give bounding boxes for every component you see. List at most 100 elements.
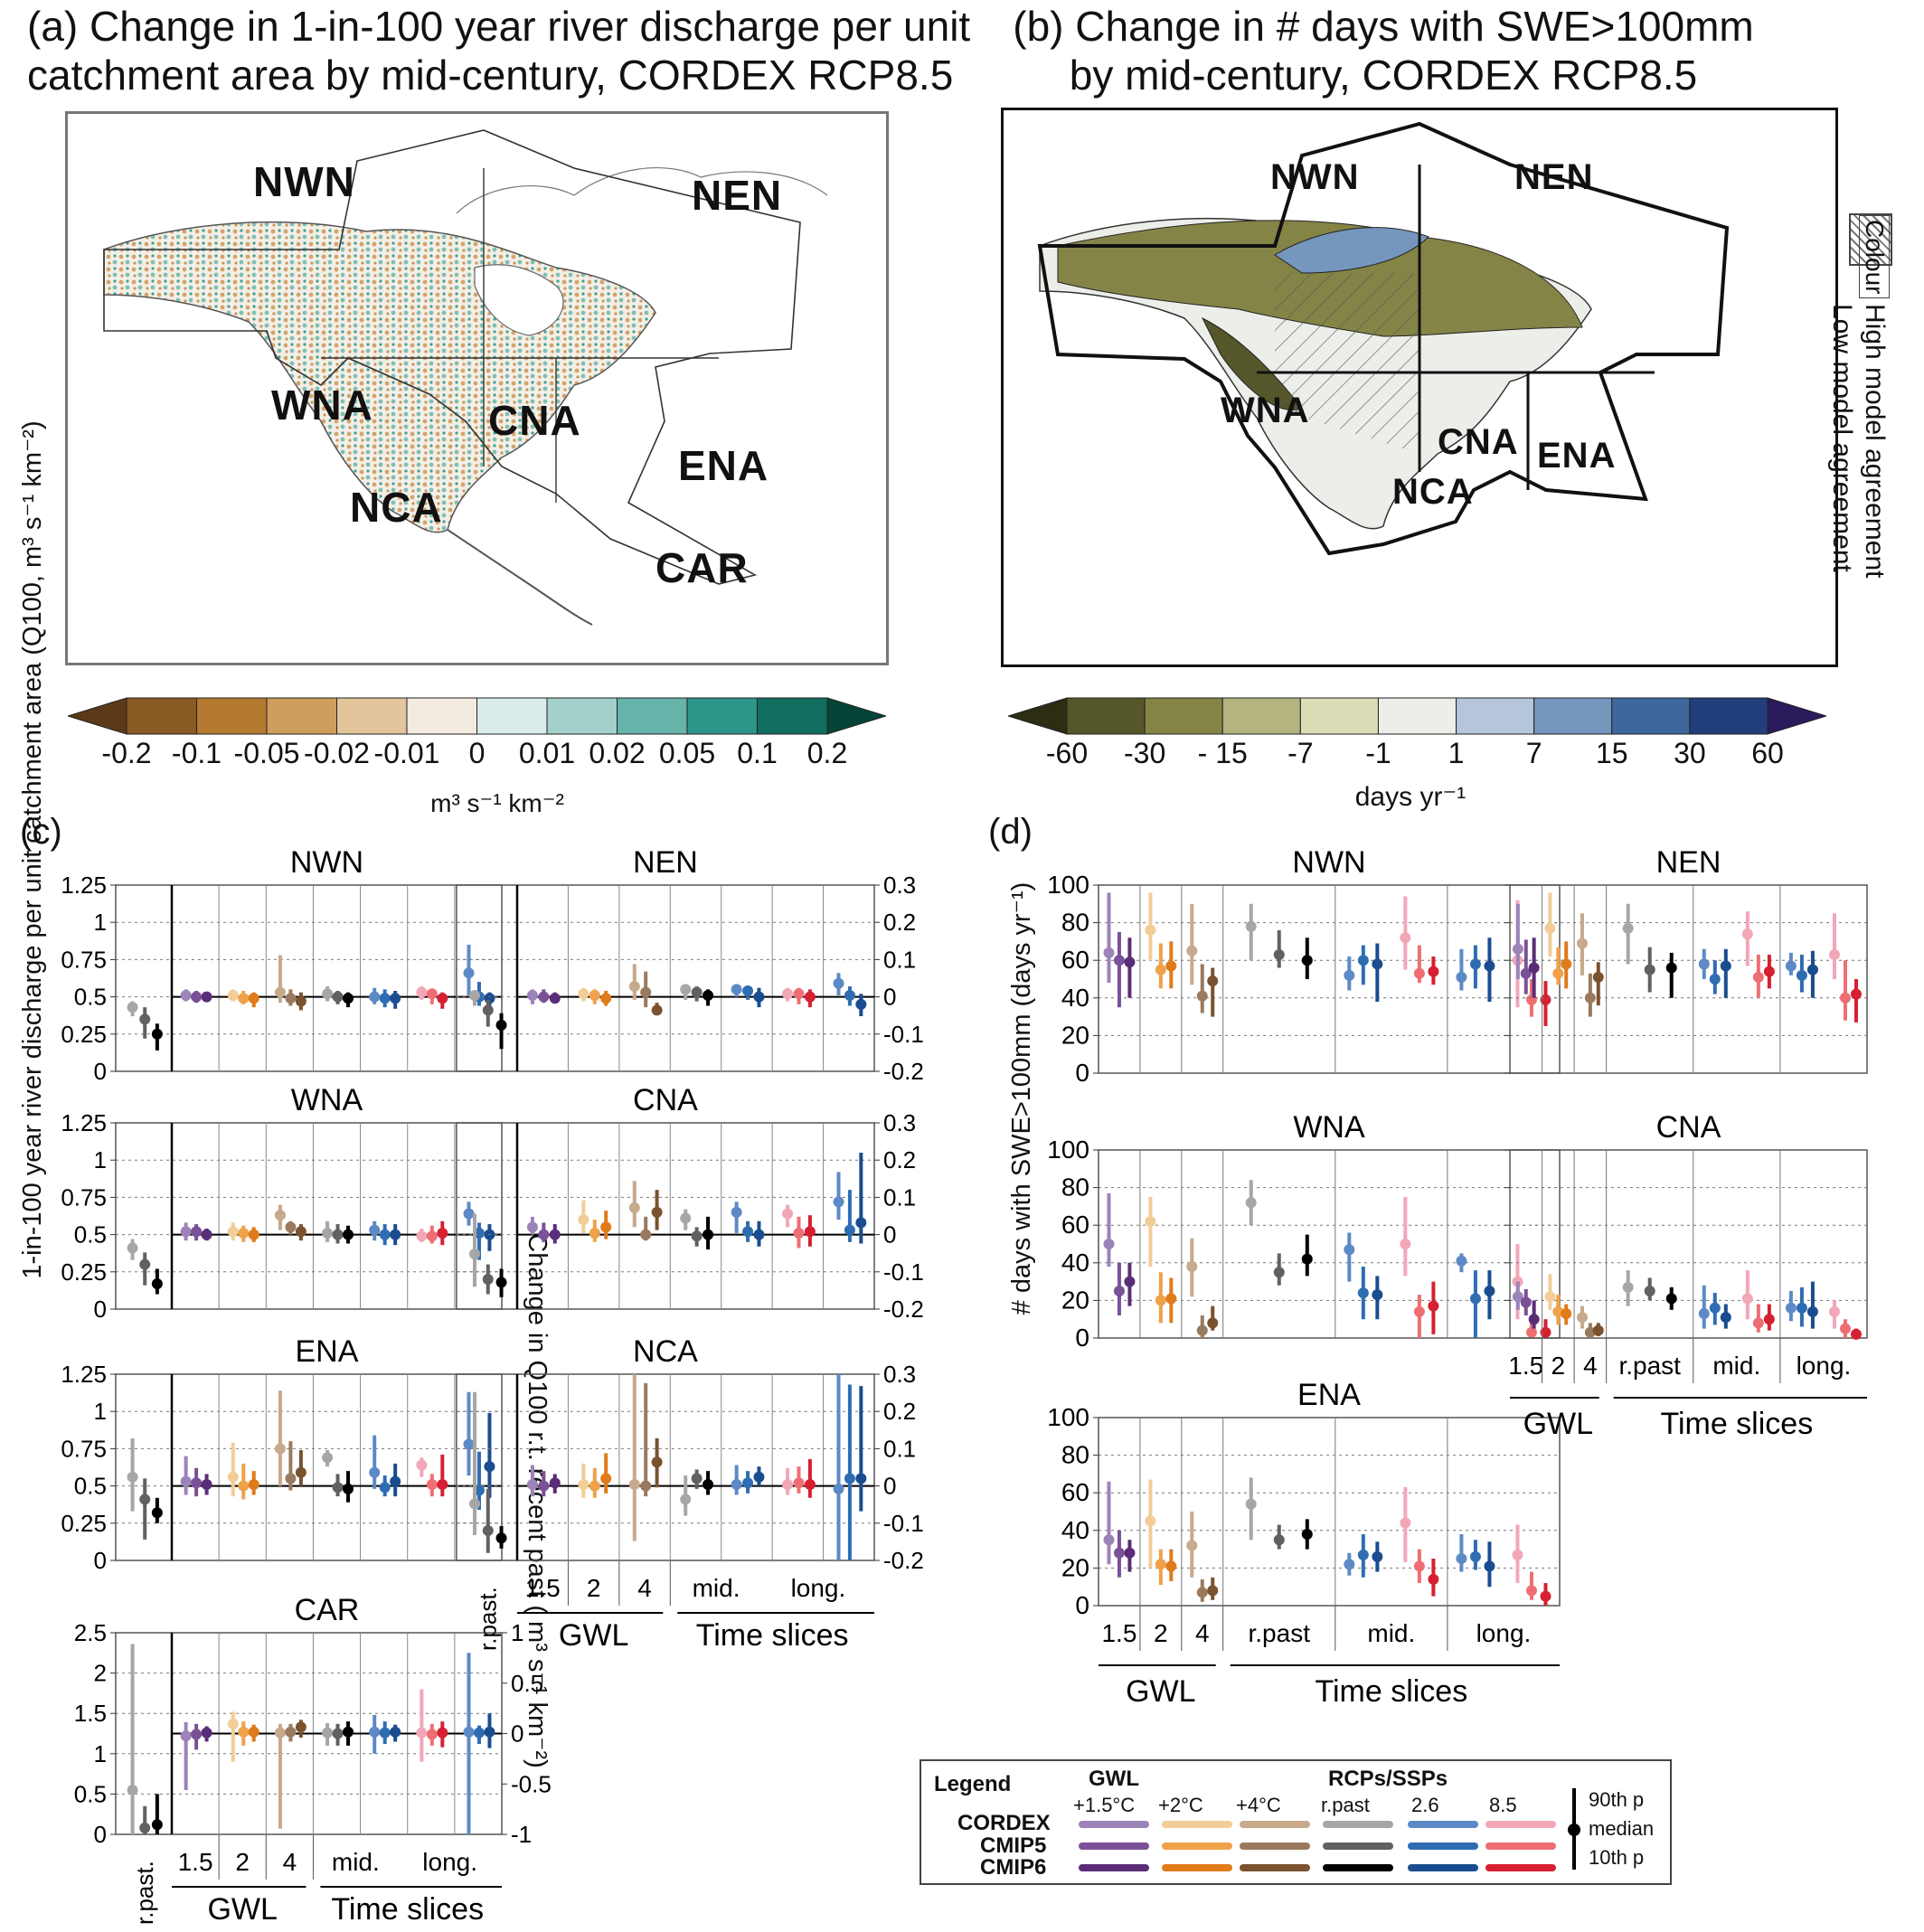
median-point <box>1828 1305 1840 1317</box>
median-point <box>1113 1547 1125 1559</box>
chart-c-wna: 0 0.25 0.5 0.75 1 1.25 WNA <box>61 1083 503 1323</box>
median-point <box>793 1477 805 1489</box>
chart-d-cna: CNA <box>1504 1110 1868 1340</box>
map-b: NWN NEN WNA CNA ENA NCA <box>1001 108 1838 667</box>
slices-group-label: Time slices <box>331 1892 484 1927</box>
median-point <box>1544 1291 1556 1303</box>
y2-tick-label: 0.2 <box>883 909 916 936</box>
gwl-group-label: GWL <box>1523 1407 1593 1441</box>
median-point <box>1698 958 1710 970</box>
median-point <box>426 1230 438 1242</box>
median-point <box>651 1004 663 1016</box>
median-point <box>1828 948 1840 960</box>
plot-frame <box>115 884 503 1072</box>
gwl-tick-label: 2 <box>587 1574 601 1602</box>
median-point <box>1512 943 1523 955</box>
plot-frame <box>115 1122 503 1310</box>
median-point <box>468 989 480 1001</box>
median-point <box>680 1212 692 1224</box>
median-point <box>285 1221 297 1233</box>
median-point <box>274 1210 286 1221</box>
median-point <box>468 1249 480 1260</box>
y2-tick-label: 1 <box>511 1619 523 1646</box>
y-tick-label: 0.75 <box>61 1183 107 1211</box>
median-point <box>463 1726 475 1738</box>
median-point <box>1540 1590 1551 1602</box>
median-point <box>526 989 538 1001</box>
map-b-drawing <box>1037 121 1730 556</box>
region-label-nca-b: NCA <box>1392 472 1474 512</box>
plot-frame <box>1509 1149 1868 1339</box>
median-point <box>1273 1534 1285 1546</box>
median-point <box>332 991 344 1003</box>
median-point <box>651 1456 663 1468</box>
median-point <box>855 998 867 1010</box>
y-tick-label: 0 <box>93 1821 106 1848</box>
mid-tick-label: mid. <box>693 1574 740 1602</box>
median-point <box>1165 1560 1177 1572</box>
slices-group-label: Time slices <box>696 1618 849 1653</box>
median-point <box>855 1217 867 1229</box>
median-point <box>1592 1324 1604 1336</box>
y2-tick-label: 0.1 <box>883 946 916 973</box>
colorbar-segment <box>1144 697 1223 735</box>
chart-d-ena: 0 20 40 60 80 100 ENA <box>1047 1378 1561 1619</box>
colorbar-tick-label: 30 <box>1674 737 1706 769</box>
legend-col-rpast: r.past <box>1321 1794 1370 1816</box>
y-tick-label: 1 <box>93 1398 106 1425</box>
y2-tick-label: -0.2 <box>883 1058 924 1085</box>
median-point <box>703 989 714 1001</box>
median-point <box>1512 1549 1523 1560</box>
median-point <box>804 1478 816 1490</box>
median-point <box>139 1013 151 1025</box>
y-tick-label: 0.75 <box>61 946 107 973</box>
median-point <box>1806 1305 1818 1317</box>
median-point <box>833 1483 844 1494</box>
median-point <box>127 1242 138 1254</box>
y-tick-label: 20 <box>1061 1553 1089 1581</box>
median-point <box>227 1718 239 1729</box>
median-point <box>1344 1559 1355 1570</box>
median-point <box>416 1727 428 1739</box>
median-point <box>1155 1295 1166 1306</box>
median-point <box>127 1002 138 1013</box>
median-point <box>1372 1550 1383 1562</box>
y-tick-label: 0.5 <box>74 984 107 1011</box>
y-tick-label: 80 <box>1061 1441 1089 1469</box>
median-point <box>463 967 475 979</box>
median-point <box>1186 945 1198 957</box>
median-point <box>1103 1239 1115 1249</box>
slices-group-label: Time slices <box>1315 1674 1467 1709</box>
colorbar-tick-label: - 15 <box>1197 737 1248 769</box>
x-tick-label: r.past <box>1249 1619 1311 1647</box>
median-point <box>1720 1312 1731 1324</box>
colorbar-tick-label: -0.02 <box>304 737 370 769</box>
median-point <box>782 1208 794 1220</box>
map-b-title-line1: (b) Change in # days with SWE>100mm <box>1013 3 1754 50</box>
median-point <box>742 985 754 997</box>
median-point <box>1540 1326 1551 1338</box>
median-point <box>1344 969 1355 981</box>
gwl-group-label: GWL <box>559 1618 628 1653</box>
x-group-labels-d: 1.5 2 4 r.past mid. long. GWL Time slices <box>1508 1338 1867 1441</box>
median-point <box>549 1477 561 1489</box>
median-point <box>1796 1302 1807 1314</box>
median-point <box>482 1004 494 1016</box>
median-point <box>463 1438 475 1450</box>
chart-title: WNA <box>291 1083 363 1117</box>
median-point <box>628 1202 640 1213</box>
median-point <box>191 1226 203 1238</box>
y-tick-label: 1.25 <box>61 1109 107 1136</box>
median-point <box>437 993 448 1004</box>
legend-row-cmip6: CMIP6 <box>980 1855 1047 1880</box>
y-tick-label: 100 <box>1047 1136 1089 1164</box>
plot-frame <box>456 1373 875 1561</box>
median-point <box>285 1726 297 1738</box>
median-point <box>495 1277 507 1288</box>
median-point <box>640 986 652 998</box>
median-point <box>703 1229 714 1240</box>
region-label-nen-a: NEN <box>692 172 783 219</box>
y-tick-label: 1.25 <box>61 1361 107 1388</box>
y-tick-label: 0.25 <box>61 1021 107 1048</box>
median-point <box>1103 1534 1115 1546</box>
